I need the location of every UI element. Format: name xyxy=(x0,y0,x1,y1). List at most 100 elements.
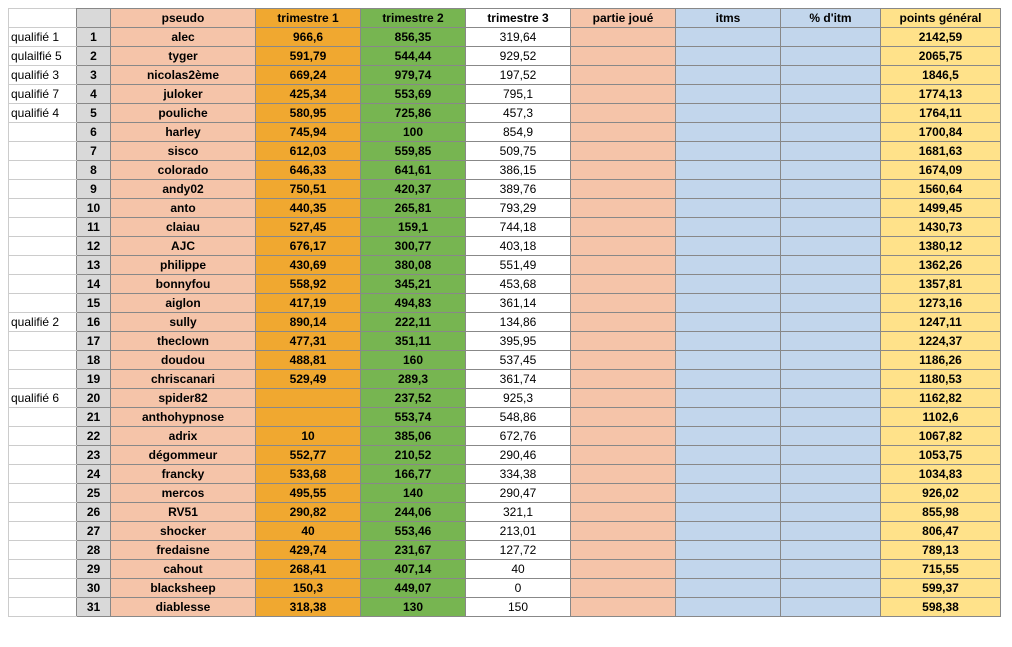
cell-pts: 598,38 xyxy=(881,598,1001,617)
table-row: 6harley745,94100854,91700,84 xyxy=(9,123,1001,142)
cell-t1: 580,95 xyxy=(256,104,361,123)
cell-t3: 453,68 xyxy=(466,275,571,294)
cell-pct xyxy=(781,503,881,522)
cell-t3: 925,3 xyxy=(466,389,571,408)
cell-qual xyxy=(9,408,77,427)
cell-itms xyxy=(676,503,781,522)
cell-n: 13 xyxy=(77,256,111,275)
cell-t1: 591,79 xyxy=(256,47,361,66)
cell-pts: 715,55 xyxy=(881,560,1001,579)
cell-pts: 1180,53 xyxy=(881,370,1001,389)
cell-t1: 750,51 xyxy=(256,180,361,199)
cell-pct xyxy=(781,465,881,484)
table-row: 19chriscanari529,49289,3361,741180,53 xyxy=(9,370,1001,389)
cell-t2: 979,74 xyxy=(361,66,466,85)
cell-t1: 430,69 xyxy=(256,256,361,275)
cell-pj xyxy=(571,560,676,579)
cell-t3: 319,64 xyxy=(466,28,571,47)
cell-pts: 1764,11 xyxy=(881,104,1001,123)
cell-t2: 559,85 xyxy=(361,142,466,161)
cell-n: 18 xyxy=(77,351,111,370)
table-row: qulailfié 52tyger591,79544,44929,522065,… xyxy=(9,47,1001,66)
cell-qual xyxy=(9,484,77,503)
cell-qual: qualifié 1 xyxy=(9,28,77,47)
cell-itms xyxy=(676,142,781,161)
cell-pct xyxy=(781,560,881,579)
cell-pj xyxy=(571,199,676,218)
cell-qual xyxy=(9,370,77,389)
cell-n: 4 xyxy=(77,85,111,104)
cell-pct xyxy=(781,142,881,161)
cell-qual xyxy=(9,180,77,199)
cell-itms xyxy=(676,123,781,142)
cell-pts: 2142,59 xyxy=(881,28,1001,47)
cell-t2: 222,11 xyxy=(361,313,466,332)
cell-pts: 1247,11 xyxy=(881,313,1001,332)
cell-t2: 160 xyxy=(361,351,466,370)
cell-t3: 361,74 xyxy=(466,370,571,389)
cell-pseudo: cahout xyxy=(111,560,256,579)
cell-pts: 1560,64 xyxy=(881,180,1001,199)
cell-itms xyxy=(676,199,781,218)
cell-pj xyxy=(571,142,676,161)
cell-itms xyxy=(676,237,781,256)
cell-t1: 495,55 xyxy=(256,484,361,503)
cell-n: 29 xyxy=(77,560,111,579)
cell-t1: 676,17 xyxy=(256,237,361,256)
cell-itms xyxy=(676,351,781,370)
cell-n: 15 xyxy=(77,294,111,313)
cell-pct xyxy=(781,598,881,617)
cell-itms xyxy=(676,446,781,465)
cell-pj xyxy=(571,104,676,123)
cell-qual xyxy=(9,218,77,237)
table-row: 12AJC676,17300,77403,181380,12 xyxy=(9,237,1001,256)
cell-t1: 40 xyxy=(256,522,361,541)
table-row: qualifié 216sully890,14222,11134,86 1247,… xyxy=(9,313,1001,332)
cell-pj xyxy=(571,180,676,199)
cell-pj xyxy=(571,85,676,104)
cell-pts: 1273,16 xyxy=(881,294,1001,313)
cell-pts: 806,47 xyxy=(881,522,1001,541)
header-t1: trimestre 1 xyxy=(256,9,361,28)
header-itms: itms xyxy=(676,9,781,28)
cell-t3: 213,01 xyxy=(466,522,571,541)
cell-pj xyxy=(571,256,676,275)
cell-t3: 134,86 xyxy=(466,313,571,332)
cell-qual xyxy=(9,446,77,465)
cell-pseudo: harley xyxy=(111,123,256,142)
table-row: 14bonnyfou558,92345,21453,681357,81 xyxy=(9,275,1001,294)
cell-qual: qualifié 7 xyxy=(9,85,77,104)
cell-n: 19 xyxy=(77,370,111,389)
cell-qual: qualifié 2 xyxy=(9,313,77,332)
cell-t2: 407,14 xyxy=(361,560,466,579)
cell-pseudo: alec xyxy=(111,28,256,47)
cell-n: 17 xyxy=(77,332,111,351)
cell-n: 16 xyxy=(77,313,111,332)
cell-t1: 890,14 xyxy=(256,313,361,332)
cell-qual xyxy=(9,332,77,351)
cell-pts: 1067,82 xyxy=(881,427,1001,446)
cell-pseudo: sully xyxy=(111,313,256,332)
cell-t2: 345,21 xyxy=(361,275,466,294)
cell-pj xyxy=(571,541,676,560)
cell-pseudo: tyger xyxy=(111,47,256,66)
cell-t1: 669,24 xyxy=(256,66,361,85)
cell-n: 24 xyxy=(77,465,111,484)
cell-t2: 544,44 xyxy=(361,47,466,66)
cell-n: 3 xyxy=(77,66,111,85)
cell-t3: 361,14 xyxy=(466,294,571,313)
cell-t3: 929,52 xyxy=(466,47,571,66)
cell-t2: 553,69 xyxy=(361,85,466,104)
cell-itms xyxy=(676,370,781,389)
table-row: 9andy02750,51420,37389,761560,64 xyxy=(9,180,1001,199)
cell-n: 26 xyxy=(77,503,111,522)
header-pts: points général xyxy=(881,9,1001,28)
cell-pct xyxy=(781,275,881,294)
cell-pts: 1380,12 xyxy=(881,237,1001,256)
cell-t2: 553,46 xyxy=(361,522,466,541)
cell-qual xyxy=(9,560,77,579)
cell-itms xyxy=(676,389,781,408)
cell-pj xyxy=(571,47,676,66)
cell-pj xyxy=(571,332,676,351)
cell-pts: 855,98 xyxy=(881,503,1001,522)
